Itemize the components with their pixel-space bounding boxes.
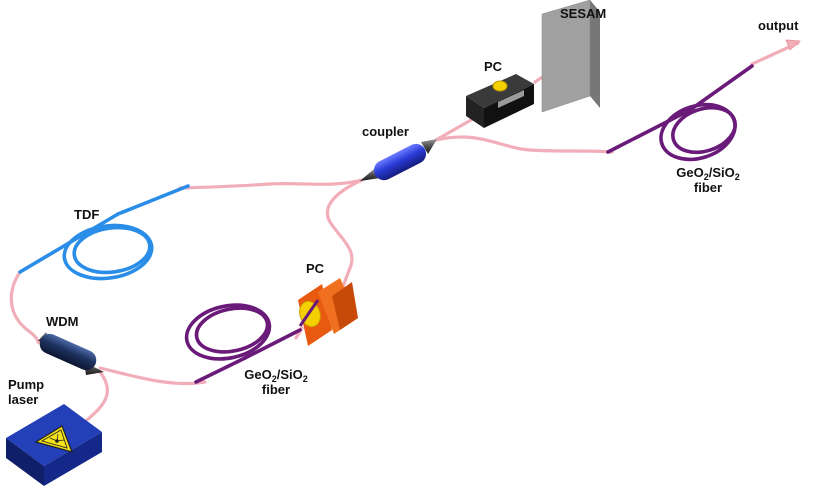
tdf-coil [20,186,188,284]
wdm-label: WDM [46,314,79,329]
coupler-label: coupler [362,124,409,139]
pump-laser-box [6,404,102,486]
sesam-label: SESAM [560,6,606,21]
right-fiber-formula: GeO2/SiO2 [662,165,754,180]
pc-mid-label: PC [306,261,324,276]
right-fiber-word: fiber [662,180,754,195]
left-fiber-word: fiber [230,382,322,397]
wdm-device [37,331,104,375]
polarization-controller-top [466,74,534,128]
output-label: output [758,18,798,33]
pump-label-line1: Pump [8,377,44,392]
right-fiber-label: GeO2/SiO2 fiber [662,165,754,195]
coupler-device [360,139,437,184]
pump-laser-label: Pump laser [8,377,44,407]
pump-label-line2: laser [8,392,44,407]
wdm-geo-fiber [100,368,205,384]
coupler-tdf-fiber [180,180,362,188]
tdf-label: TDF [74,207,99,222]
coupler-pc-fiber [327,180,362,300]
right-geo-fiber-coil [608,66,752,168]
polarization-controller-mid [296,278,358,346]
coupler-output-fiber [436,137,612,152]
tdf-wdm-fiber [11,272,38,343]
pc-top-label: PC [484,59,502,74]
left-fiber-formula: GeO2/SiO2 [230,367,322,382]
left-fiber-label: GeO2/SiO2 fiber [230,367,322,397]
fiber-connections [11,43,798,428]
